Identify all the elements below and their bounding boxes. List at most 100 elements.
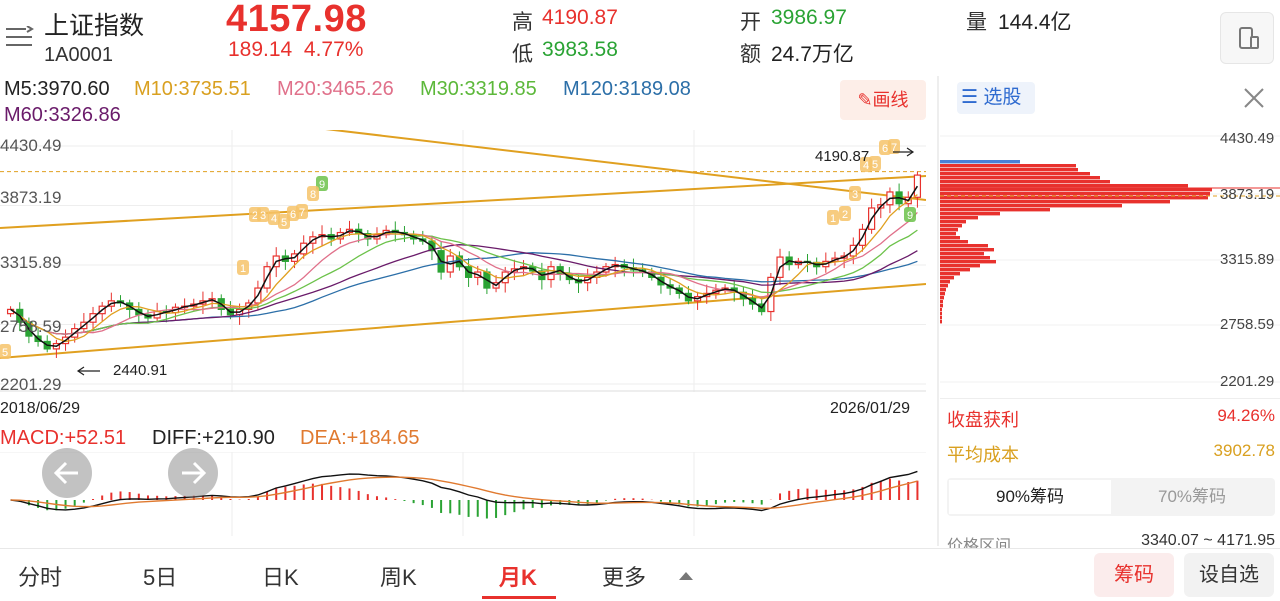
td-marker xyxy=(827,210,839,225)
amount-label: 额 xyxy=(740,43,761,66)
volume-value: 144.4亿 xyxy=(998,11,1072,34)
y-label-1: 4430.49 xyxy=(0,136,62,155)
chip-bar xyxy=(940,216,978,220)
chip-bar xyxy=(940,220,966,224)
caret-up-icon[interactable] xyxy=(678,568,694,586)
profit-value: 94.26% xyxy=(1217,406,1275,425)
ma20-value: M20:3465.26 xyxy=(277,78,394,100)
td-marker-text: 9 xyxy=(319,179,325,191)
chip-button[interactable]: 筹码 xyxy=(1094,553,1174,597)
start-date: 2018/06/29 xyxy=(0,400,81,417)
chip-bar xyxy=(940,228,958,232)
chip-bar xyxy=(940,264,980,268)
chip-bar xyxy=(940,212,1000,216)
tab-more[interactable]: 更多 xyxy=(602,565,647,590)
chip-bar xyxy=(940,248,994,252)
menu-icon[interactable] xyxy=(4,25,34,48)
chip-bar xyxy=(940,236,960,240)
draw-line-label: 画线 xyxy=(872,90,909,110)
td-marker-text: 8 xyxy=(310,189,316,201)
dist-price-4: 2758.59 xyxy=(1220,316,1275,333)
dea-value: DEA:+184.65 xyxy=(300,427,420,449)
active-tab-indicator xyxy=(482,596,556,599)
chip-bar xyxy=(940,208,1050,212)
nav-top-border xyxy=(0,548,1280,549)
tab-5day[interactable]: 5日 xyxy=(143,565,178,590)
td-marker-text: 1 xyxy=(830,213,836,225)
device-toggle-button[interactable] xyxy=(1220,12,1274,64)
td-marker-text: 6 xyxy=(290,209,296,221)
change-percent: 4.77% xyxy=(303,38,364,61)
change-value: 189.14 xyxy=(228,38,293,61)
tab-90-chip[interactable]: 90%筹码 xyxy=(949,480,1111,514)
chip-bar xyxy=(940,164,1076,168)
end-date: 2026/01/29 xyxy=(830,400,911,417)
volume-label: 量 xyxy=(966,11,987,34)
td-marker-text: 6 xyxy=(882,143,888,155)
td-marker xyxy=(849,186,861,201)
y-label-3: 3315.89 xyxy=(0,253,62,272)
macd-value: MACD:+52.51 xyxy=(0,427,127,449)
stock-pick-button[interactable]: ☰ 选股 xyxy=(957,82,1035,114)
chip-distribution-chart xyxy=(940,135,1280,383)
ma60-line xyxy=(10,244,918,335)
ma5-value: M5:3970.60 xyxy=(4,78,110,100)
low-marker-label: 2440.91 xyxy=(113,362,168,379)
td-marker xyxy=(268,210,280,225)
dist-price-2: 3873.19 xyxy=(1220,186,1275,203)
tab-weekly[interactable]: 周K xyxy=(380,565,417,590)
range-value: 3340.07 ~ 4171.95 xyxy=(1141,532,1275,548)
td-marker-text: 5 xyxy=(872,159,878,171)
chip-bar xyxy=(940,296,944,300)
diff-value: DIFF:+210.90 xyxy=(152,427,275,449)
chip-bar xyxy=(940,284,948,288)
arrow-left-icon xyxy=(53,461,78,485)
price-change: 189.14 4.77% xyxy=(228,38,363,62)
td-marker xyxy=(307,186,319,201)
chip-bar xyxy=(940,292,945,296)
td-marker xyxy=(904,207,916,222)
tab-monthly[interactable]: 月K xyxy=(499,565,537,590)
chip-bar xyxy=(940,172,1090,176)
range-label: 价格区间 xyxy=(947,538,1012,548)
stock-code: 1A0001 xyxy=(44,44,113,66)
td-marker-text: 3 xyxy=(852,189,858,201)
add-watchlist-button[interactable]: 设自选 xyxy=(1184,553,1274,597)
td-marker-text: 7 xyxy=(299,207,305,219)
tab-daily[interactable]: 日K xyxy=(262,565,299,590)
td-marker xyxy=(888,139,900,154)
high-marker-label: 4190.87 xyxy=(815,148,870,165)
chip-bar xyxy=(940,312,942,316)
high-value: 4190.87 xyxy=(542,6,618,29)
tab-intraday[interactable]: 分时 xyxy=(18,565,63,590)
dist-price-1: 4430.49 xyxy=(1220,130,1275,147)
chip-bar xyxy=(940,308,942,312)
scroll-right-button[interactable] xyxy=(168,448,218,498)
cost-label: 平均成本 xyxy=(947,445,1019,465)
chip-bar xyxy=(940,188,1212,192)
ma20-line xyxy=(10,211,918,335)
stock-pick-label: 选股 xyxy=(983,87,1022,108)
ma10-line xyxy=(10,194,918,343)
td-marker-text: 7 xyxy=(891,142,897,154)
chip-bar xyxy=(940,252,984,256)
list-icon: ☰ xyxy=(961,87,979,108)
tab-70-chip[interactable]: 70%筹码 xyxy=(1157,487,1227,506)
draw-line-button[interactable]: ✎画线 xyxy=(840,80,926,120)
trend-line xyxy=(0,175,926,229)
high-label: 高 xyxy=(512,11,533,34)
close-icon[interactable] xyxy=(1240,84,1268,112)
high-arrow-head xyxy=(906,147,915,157)
profit-label: 收盘获利 xyxy=(947,410,1019,430)
chip-bar xyxy=(940,224,962,228)
chip-bar xyxy=(940,280,950,284)
chip-bar xyxy=(940,256,990,260)
scroll-left-button[interactable] xyxy=(42,448,92,498)
chip-bar xyxy=(940,316,942,320)
section-divider xyxy=(940,398,1280,399)
ma5-line xyxy=(10,185,919,347)
chip-bar xyxy=(940,300,943,304)
chip-bar xyxy=(940,320,942,324)
td-marker-text: 5 xyxy=(281,217,287,229)
